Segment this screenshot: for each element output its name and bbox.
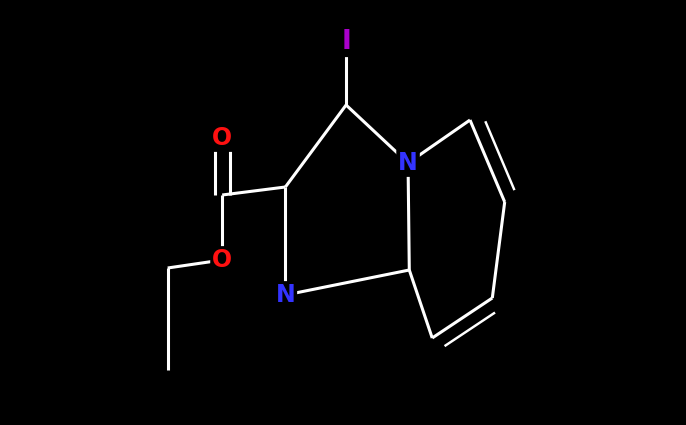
Text: N: N	[276, 283, 295, 307]
Text: O: O	[212, 126, 233, 150]
Text: N: N	[398, 151, 418, 175]
Text: I: I	[341, 29, 351, 55]
Text: O: O	[212, 248, 233, 272]
